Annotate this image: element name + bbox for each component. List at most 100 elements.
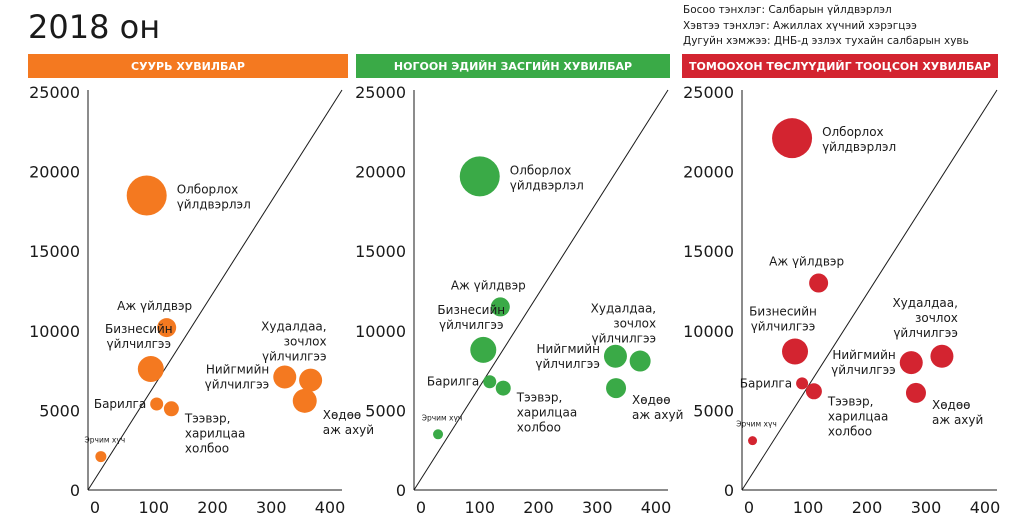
data-point [772,118,813,159]
data-label: Эрчим хүч [736,420,777,429]
data-label: Барилга [94,397,146,411]
y-tick-label: 5000 [693,401,734,420]
data-point [95,451,107,463]
data-point [150,397,164,411]
chart-header-banner [28,54,348,78]
data-label: Тээвэр, харилцаа холбоо [827,394,888,438]
data-label: Хөдөө аж ахуй [932,398,983,427]
data-point [899,351,923,375]
x-tick-label: 400 [315,498,346,517]
x-tick-label: 400 [641,498,672,517]
data-point [137,356,164,383]
x-tick-label: 100 [464,498,495,517]
y-tick-label: 15000 [29,242,80,261]
chart-title: ТОМООХОН ТӨСЛҮҮДИЙГ ТООЦСОН ХУВИЛБАР [689,60,991,73]
y-tick-label: 10000 [683,322,734,341]
data-label: Бизнесийн үйлчилгээ [105,322,173,351]
data-point [905,382,926,403]
x-tick-label: 300 [582,498,613,517]
circle-size-note: Дугуйн хэмжээ: ДНБ-д эзлэх тухайн салбар… [683,35,969,47]
data-label: Худалдаа, зочлох үйлчилгээ [591,302,656,346]
data-point [299,368,323,392]
diagonal-reference-line [87,89,343,491]
x-tick-label: 0 [90,498,100,517]
data-point [459,156,500,197]
data-point [126,175,167,216]
data-label: Аж үйлдвэр [117,299,192,313]
y-tick-label: 0 [724,481,734,500]
y-tick-label: 10000 [29,322,80,341]
data-label: Нийгмийн үйлчилгээ [535,342,600,371]
data-label: Аж үйлдвэр [451,278,526,292]
data-point [606,378,627,399]
chart-panel-1: СУУРЬ ХУВИЛБАР 0 5000 10000 15000 20000 25000 0… [28,54,374,517]
page-title: 2018 он [28,8,161,46]
y-tick-label: 15000 [355,242,406,261]
chart-title: НОГООН ЭДИЙН ЗАСГИЙН ХУВИЛБАР [394,60,632,73]
chart-title: СУУРЬ ХУВИЛБАР [131,60,245,73]
data-point [273,365,297,389]
data-point [433,429,444,440]
y-tick-label: 25000 [683,83,734,102]
data-label: Олборлох үйлдвэрлэл [822,125,896,154]
y-tick-label: 25000 [29,83,80,102]
data-label: Эрчим хүч [85,436,126,445]
data-point [163,401,179,417]
data-label: Хөдөө аж ахуй [632,393,683,422]
chart-header-banner [682,54,998,78]
data-label: Барилга [427,375,479,389]
x-tick-label: 200 [523,498,554,517]
data-label: Тээвэр, харилцаа холбоо [516,391,577,435]
y-tick-label: 25000 [355,83,406,102]
x-tick-label: 0 [416,498,426,517]
x-tick-label: 0 [744,498,754,517]
chart-panel-3: ТОМООХОН ТӨСЛҮҮДИЙГ ТООЦСОН ХУВИЛБАР 0 500… [682,54,1000,517]
x-tick-label: 300 [256,498,287,517]
data-point [930,344,954,368]
diagonal-reference-line [741,89,998,491]
data-label: Худалдаа, зочлох үйлчилгээ [892,296,957,340]
data-label: Эрчим хүч [422,413,463,422]
y-tick-label: 20000 [683,163,734,182]
data-label: Барилга [740,376,792,390]
data-point [748,436,758,446]
x-tick-label: 400 [970,498,1001,517]
data-label: Худалдаа, зочлох үйлчилгээ [261,320,326,364]
chart-header-banner [356,54,670,78]
y-tick-label: 20000 [29,163,80,182]
y-tick-label: 5000 [365,401,406,420]
data-label: Нийгмийн үйлчилгээ [831,348,896,377]
x-tick-label: 300 [911,498,942,517]
data-point [495,380,511,396]
horizontal-axis-note: Хэвтээ тэнхлэг: Ажиллах хүчний хэрэгцээ [683,19,917,32]
x-tick-label: 200 [852,498,883,517]
data-point [292,388,317,413]
data-label: Олборлох үйлдвэрлэл [177,182,251,211]
data-label: Хөдөө аж ахуй [323,408,374,437]
data-point [157,318,177,338]
data-point [805,383,822,400]
data-point [490,297,510,317]
chart-panel-2: НОГООН ЭДИЙН ЗАСГИЙН ХУВИЛБАР 0 5000 10000 1… [355,54,683,517]
data-point [796,377,809,390]
x-tick-label: 100 [793,498,824,517]
data-point [483,375,497,389]
y-tick-label: 10000 [355,322,406,341]
legend-notes: Босоо тэнхлэг: Салбарын үйлдвэрлэл Хэвтэ… [683,3,969,50]
data-label: Бизнесийн үйлчилгээ [437,303,505,332]
vertical-axis-note: Босоо тэнхлэг: Салбарын үйлдвэрлэл [683,4,892,16]
data-point [782,338,809,365]
data-label: Олборлох үйлдвэрлэл [510,163,584,192]
data-point [809,273,829,293]
data-label: Аж үйлдвэр [769,255,844,269]
data-point [470,336,497,363]
data-point [629,350,651,372]
y-tick-label: 0 [396,481,406,500]
x-tick-label: 200 [197,498,228,517]
data-label: Тээвэр, харилцаа холбоо [184,411,245,455]
diagonal-reference-line [413,89,669,491]
y-tick-label: 20000 [355,163,406,182]
y-tick-label: 5000 [39,401,80,420]
data-label: Нийгмийн үйлчилгээ [205,362,270,391]
